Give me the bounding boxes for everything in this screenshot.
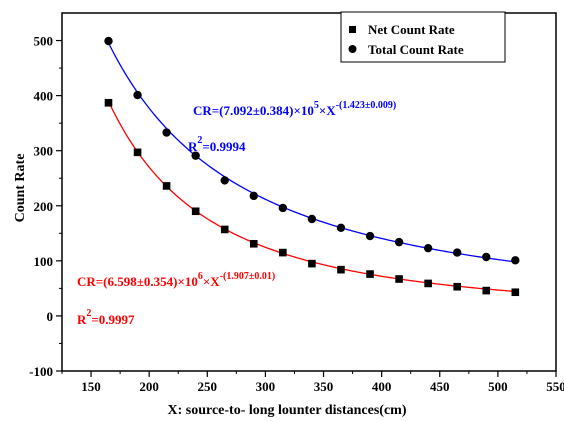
data-point-net — [191, 207, 200, 216]
x-tick-label: 400 — [372, 379, 392, 394]
data-point-total — [482, 252, 491, 262]
data-point-total — [104, 36, 113, 46]
x-tick-label: 150 — [81, 379, 101, 394]
fit-curve-total — [107, 42, 516, 263]
fit-r2-total: R2=0.9994 — [188, 135, 246, 154]
fit-annotation-net: CR=(6.598±0.354)×106×X-(1.907±0.01) R2=0… — [77, 271, 275, 327]
data-point-total — [453, 248, 462, 257]
data-point-net — [279, 248, 287, 257]
fit-equation-total: CR=(7.092±0.384)×105×X-(1.423±0.009) — [193, 100, 396, 118]
data-point-net — [453, 282, 461, 291]
legend-square-marker-icon — [349, 26, 356, 33]
y-tick-label: 100 — [34, 254, 54, 269]
fit-annotation-total: CR=(7.092±0.384)×105×X-(1.423±0.009) R2=… — [188, 100, 396, 154]
y-tick-label: 300 — [34, 144, 54, 159]
data-point-net — [162, 182, 171, 190]
data-point-total — [307, 214, 317, 224]
data-point-total — [220, 176, 229, 185]
data-point-net — [249, 239, 258, 248]
data-point-net — [133, 148, 142, 157]
legend-circle-marker-icon — [348, 45, 357, 53]
x-tick-label: 250 — [198, 379, 218, 394]
data-point-total — [162, 128, 171, 137]
x-tick-label: 200 — [139, 379, 159, 394]
x-tick-label: 300 — [256, 379, 276, 394]
plot-frame — [61, 12, 557, 372]
data-point-total — [394, 237, 404, 247]
data-point-net — [511, 288, 520, 297]
fit-r2-net: R2=0.9997 — [77, 308, 135, 327]
data-point-net — [482, 286, 491, 295]
x-tick-label: 350 — [314, 379, 334, 394]
data-point-total — [365, 231, 375, 241]
data-point-net — [104, 98, 113, 107]
fit-equation-net: CR=(6.598±0.354)×106×X-(1.907±0.01) — [77, 271, 275, 289]
data-point-net — [308, 259, 316, 268]
data-point-net — [366, 270, 374, 278]
y-tick-label: 400 — [34, 89, 54, 104]
legend-box — [340, 11, 506, 63]
data-point-net — [424, 279, 432, 288]
plot-area: 150 200 250 300 350 400 450 500 550 -100 0 100 200 30… — [29, 12, 564, 394]
data-point-net — [337, 265, 345, 274]
data-point-total — [336, 223, 346, 232]
y-tick-label: 0 — [47, 309, 54, 324]
legend-label-net: Net Count Rate — [368, 22, 455, 37]
y-tick-label: 500 — [34, 34, 54, 49]
x-axis-label: X: source-to- long lounter distances(cm) — [167, 403, 406, 418]
x-tick-label: 550 — [546, 379, 564, 394]
data-point-total — [191, 151, 200, 160]
data-point-total — [511, 256, 520, 265]
data-point-total — [133, 90, 142, 100]
data-point-total — [423, 243, 433, 253]
data-point-net — [220, 225, 229, 234]
data-point-total — [278, 203, 288, 213]
y-tick-label: 200 — [34, 199, 54, 214]
x-tick-label: 500 — [488, 379, 508, 394]
y-axis-label: Count Rate — [13, 154, 28, 223]
data-point-total — [249, 191, 258, 201]
legend: Net Count Rate Total Count Rate — [340, 11, 506, 63]
x-tick-label: 450 — [430, 379, 450, 394]
data-point-net — [395, 275, 403, 283]
y-tick-label: -100 — [29, 364, 53, 379]
legend-label-total: Total Count Rate — [368, 42, 464, 57]
